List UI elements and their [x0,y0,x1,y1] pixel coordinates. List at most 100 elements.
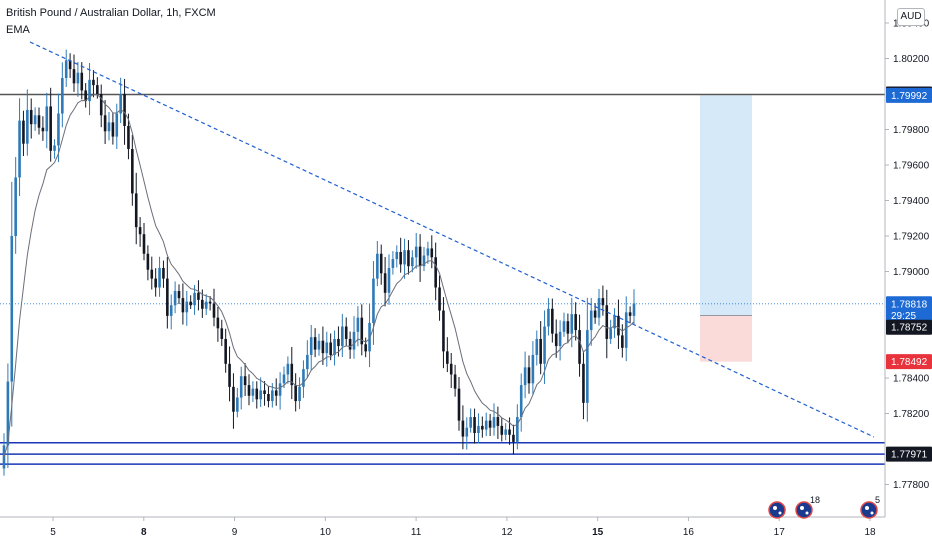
price-tick-label: 1.79400 [893,196,930,207]
candle-body [477,425,480,434]
candle-body [531,354,535,384]
candle [37,107,41,135]
candle [111,112,115,145]
candle-body [504,429,507,435]
candle [173,281,177,314]
candle-body [434,257,437,288]
gb-flag-event-icon[interactable]: 18 [795,495,820,519]
candle [418,234,422,282]
candle [461,405,465,450]
candle-body [18,120,21,178]
candle-body [302,369,305,387]
candle [220,319,224,347]
candle [177,284,181,304]
candle [453,364,457,397]
candle-body [621,335,624,348]
price-tag[interactable]: 1.78492 [886,354,932,370]
trendline[interactable] [29,41,875,438]
price-tag[interactable]: 1.77971 [886,446,932,462]
candle-body [368,322,371,352]
candle-body [364,344,367,352]
stop-zone[interactable] [700,315,752,362]
candle [434,242,437,301]
candle-body [14,177,17,236]
price-tag-bg [886,319,932,335]
candle-body [329,342,332,355]
candle [193,285,196,315]
candle-body [473,417,476,434]
candle-body [430,248,434,258]
candle [294,373,297,412]
candle-body [45,106,49,132]
candle-body [127,125,130,150]
event-count: 5 [875,495,880,505]
candle [376,240,379,287]
candle-body [411,257,414,267]
au-flag-event-icon[interactable] [768,501,786,519]
candle [321,326,325,365]
au-flag-event-icon-2[interactable]: 5 [860,495,880,519]
candle [243,363,247,397]
candle [547,298,550,336]
candle [197,280,200,311]
candle-body [88,79,91,102]
candle-body [344,326,348,339]
candle-body [624,312,628,348]
candle [446,337,449,373]
candle [442,297,445,369]
price-tick-label: 1.79800 [893,125,930,136]
candle [344,317,348,347]
candle-body [232,386,235,412]
indicator-label-ema[interactable]: EMA [6,24,30,36]
time-tick-label: 17 [774,527,786,538]
ema-line[interactable] [3,94,635,458]
price-tag[interactable]: 1.78818 [886,296,932,312]
candle [574,302,577,341]
candle [473,408,476,444]
candle-body [586,330,589,403]
candle-body [442,310,445,352]
candle [146,245,150,281]
candle [566,313,570,344]
candle-body [481,425,484,430]
target-zone[interactable] [700,95,752,316]
price-tick-label: 1.79200 [893,232,930,243]
candle-body [391,259,395,268]
price-tag[interactable]: 1.78752 [886,319,932,335]
candle [477,413,480,444]
candle [309,324,313,371]
candle [142,223,146,261]
candle [88,62,91,116]
candle [313,328,317,358]
price-tag-bg [886,446,932,462]
candle-body [523,367,527,386]
candle-body [558,331,562,347]
candle-body [224,338,227,364]
candle-body [597,298,601,318]
candle-body [177,291,181,299]
candle-body [150,269,154,279]
candle [68,53,72,78]
candle-body [469,417,472,428]
price-tag-label: 1.78818 [891,299,928,310]
candle-body [426,248,430,256]
candle [422,247,426,272]
flag-star [805,511,809,515]
currency-badge[interactable]: AUD [897,8,925,26]
candle [535,330,539,366]
candle [306,340,309,378]
candle-body [578,330,581,364]
candle-body [271,390,274,402]
price-tag[interactable]: 1.79992 [886,87,932,103]
candle [204,294,208,315]
candle-body [294,385,297,402]
countdown-tag[interactable]: 29:25 [886,308,932,324]
candle [628,306,632,324]
candle-body [461,420,465,437]
candle-body [535,338,539,355]
price-tag-bg [886,296,932,312]
candle [76,61,80,97]
candle-body [37,115,41,128]
